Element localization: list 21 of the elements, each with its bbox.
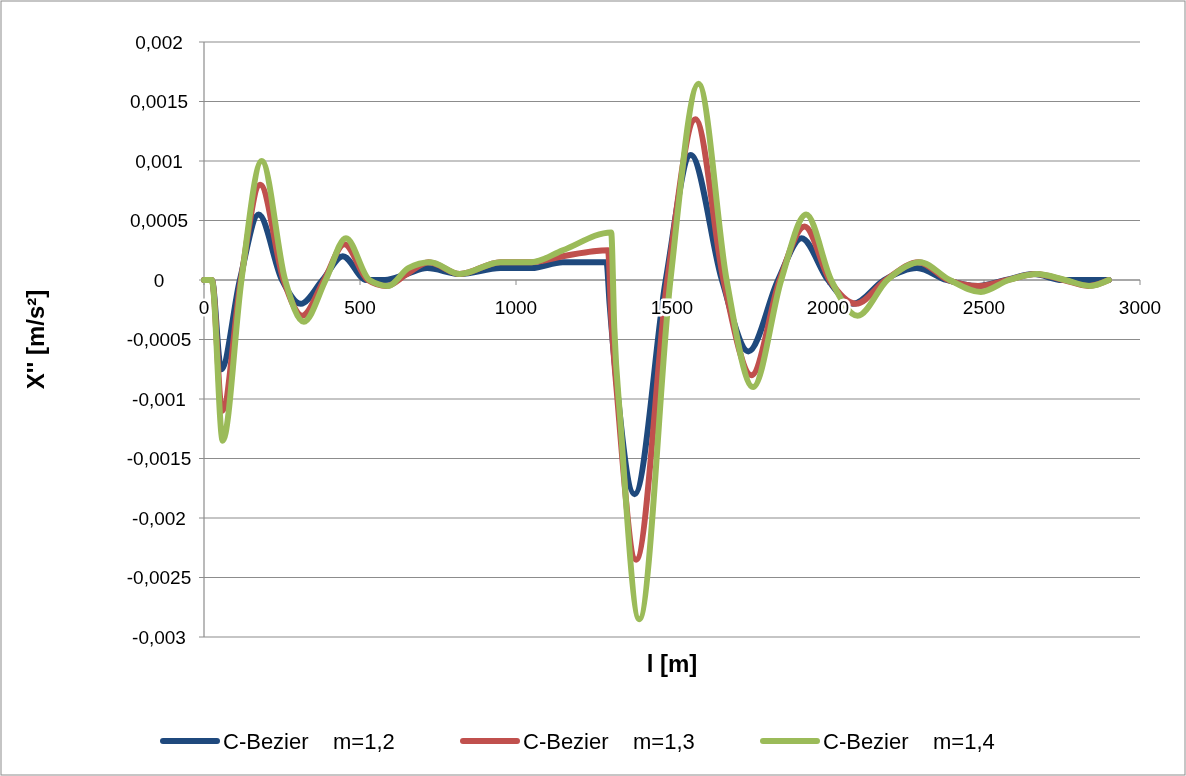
y-tick-label: -0,0025: [126, 567, 192, 589]
y-tick-label: 0: [153, 269, 165, 291]
legend-label: C-Bezier m=1,3: [523, 728, 695, 754]
y-tick-label: -0,002: [132, 507, 186, 529]
y-tick-label: -0,0005: [126, 329, 192, 351]
y-tick-label: 0,002: [135, 31, 183, 53]
y-tick-label: -0,001: [132, 388, 186, 410]
x-tick-label: 500: [344, 297, 376, 318]
y-tick-label: 0,0005: [129, 210, 189, 232]
y-tick-label: 0,001: [135, 150, 183, 172]
y-axis-title: X'' [m/s²]: [22, 289, 49, 390]
legend-label: C-Bezier m=1,4: [823, 728, 995, 754]
x-tick-label: 3000: [1118, 297, 1162, 318]
y-tick-label: 0,0015: [129, 91, 189, 113]
x-axis-title: l [m]: [646, 650, 698, 677]
legend-label: C-Bezier m=1,2: [223, 728, 395, 754]
y-tick-label: -0,003: [132, 626, 186, 648]
x-tick-label: 0: [198, 297, 210, 318]
y-tick-label: -0,0015: [126, 448, 192, 470]
x-tick-label: 2500: [962, 297, 1006, 318]
x-tick-label: 1000: [494, 297, 538, 318]
